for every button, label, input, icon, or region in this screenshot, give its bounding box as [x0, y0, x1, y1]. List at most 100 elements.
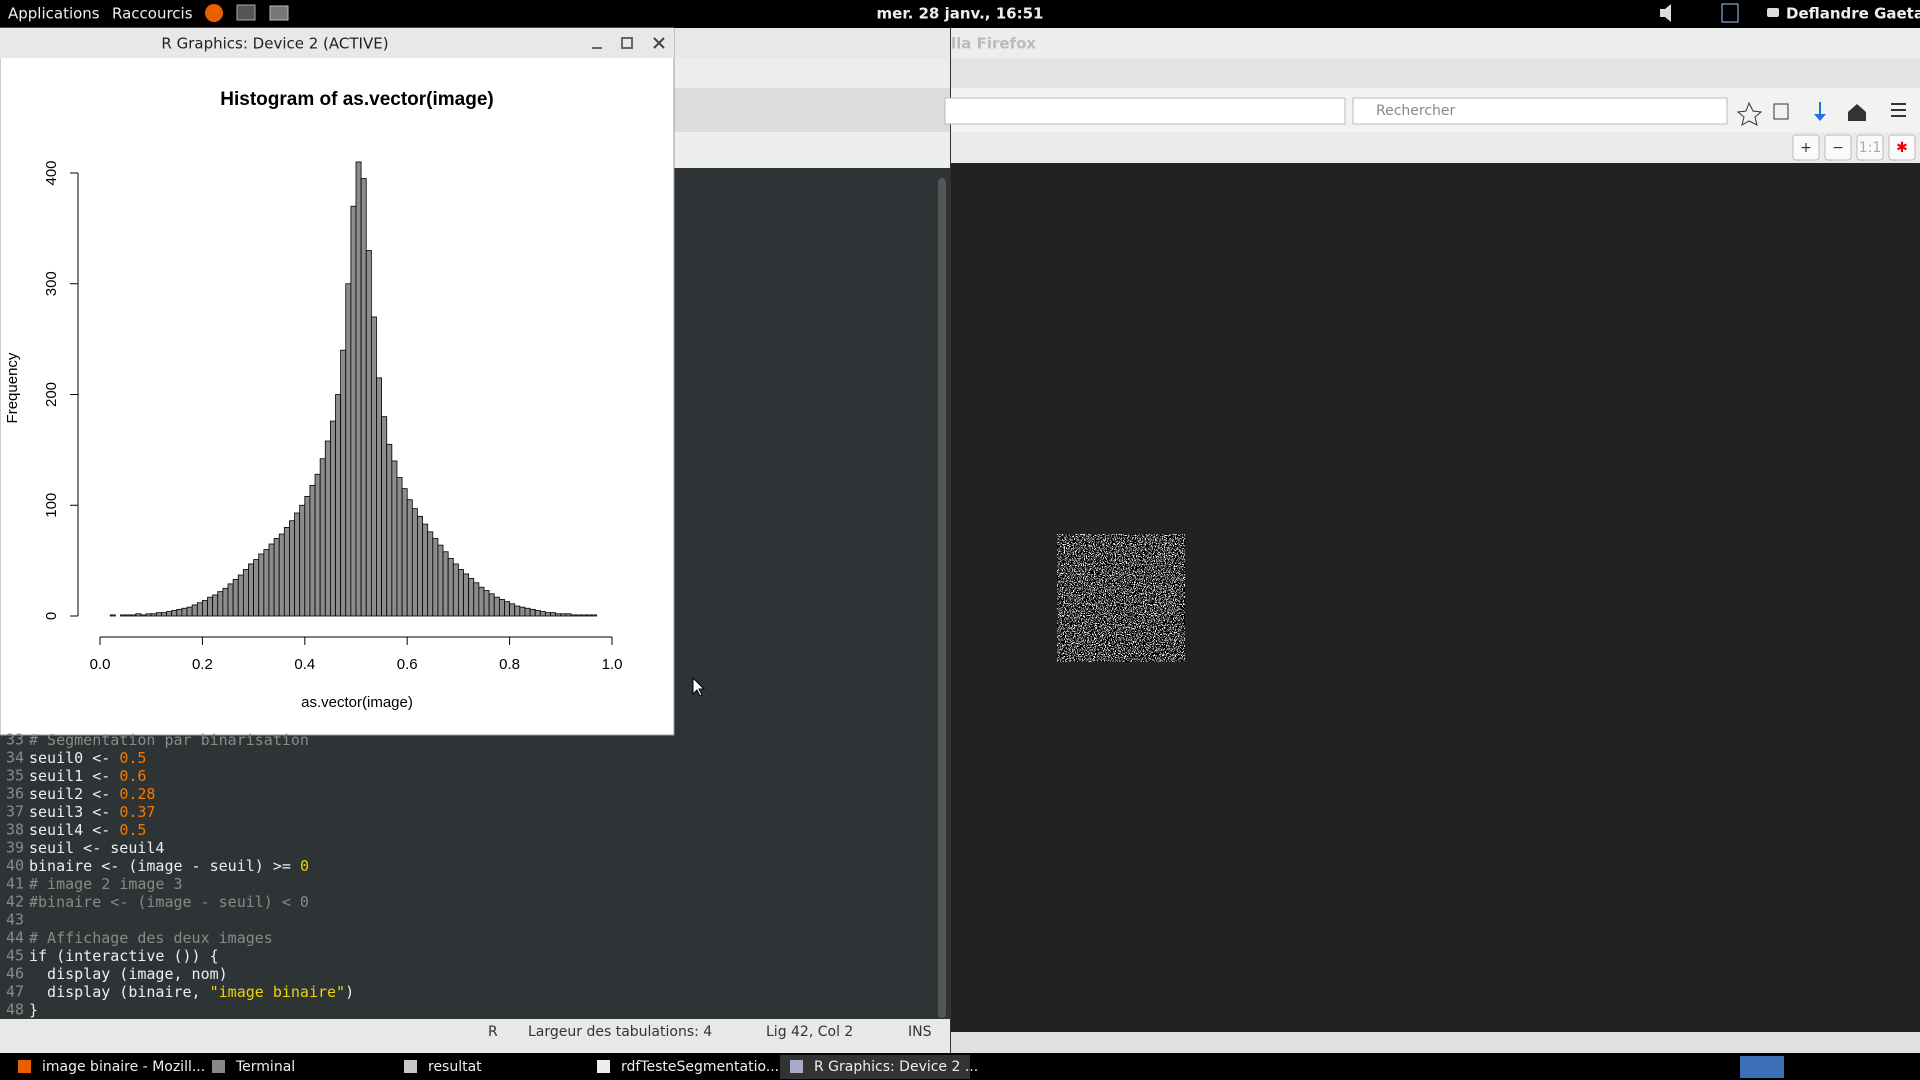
- bar: [222, 587, 229, 617]
- bar: [565, 613, 572, 617]
- url-bar[interactable]: [944, 97, 1346, 125]
- code-token: display (image, nom): [29, 965, 228, 983]
- workspace-switcher[interactable]: [1740, 1056, 1784, 1078]
- code-area: 33 # Segmentation par binarisation 34 seuil…: [6, 731, 354, 1019]
- line-number: 45: [6, 947, 24, 965]
- code-line: seuil4 <- 0.5: [29, 821, 146, 839]
- screenshot-icon[interactable]: [269, 5, 289, 21]
- indicator-icon[interactable]: [1721, 3, 1739, 23]
- firefox-icon[interactable]: [205, 4, 223, 22]
- code-token: }: [29, 1001, 38, 1019]
- bar: [155, 612, 162, 617]
- r-window-title: R Graphics: Device 2 (ACTIVE): [161, 35, 388, 53]
- line-number: 41: [6, 875, 24, 893]
- scrollbar[interactable]: [938, 178, 946, 1018]
- zoom-button-label[interactable]: +: [1800, 140, 1812, 156]
- mouse-cursor: [692, 676, 706, 697]
- bar: [314, 473, 321, 617]
- zoom-button-label[interactable]: −: [1832, 140, 1844, 156]
- menu[interactable]: Raccourcis: [112, 5, 193, 23]
- bar: [586, 614, 592, 617]
- code-line: # Affichage des deux images: [29, 929, 273, 947]
- bar: [529, 608, 536, 617]
- taskbar-icon[interactable]: [18, 1060, 31, 1073]
- search-placeholder[interactable]: Rechercher: [1376, 103, 1456, 119]
- user-menu[interactable]: Deflandre Gaetan: [1786, 5, 1920, 23]
- y-tick-label: 300: [43, 271, 60, 296]
- code-token: # Segmentation par binarisation: [29, 731, 309, 749]
- y-tick-label: 100: [43, 493, 60, 518]
- x-tick-label: 0.4: [294, 656, 315, 673]
- bar: [125, 614, 132, 617]
- library-button[interactable]: [1773, 103, 1789, 120]
- bar: [212, 594, 219, 617]
- bar: [207, 596, 214, 617]
- volume-icon[interactable]: [1660, 4, 1671, 22]
- code-token: display (binaire,: [29, 983, 210, 1001]
- bar: [201, 600, 208, 617]
- bar: [452, 563, 459, 617]
- status-language[interactable]: R: [488, 1024, 498, 1040]
- taskbar-icon[interactable]: [790, 1060, 803, 1073]
- taskbar-item[interactable]: resultat: [428, 1059, 482, 1075]
- bar: [365, 250, 372, 617]
- bar: [534, 610, 541, 617]
- taskbar-item[interactable]: rdfTesteSegmentatio...: [621, 1059, 779, 1075]
- code-line: }: [29, 1001, 38, 1019]
- menu[interactable]: Applications: [8, 5, 100, 23]
- bar: [560, 613, 567, 617]
- bar: [273, 538, 280, 617]
- line-number: 34: [6, 749, 24, 767]
- zoom-button[interactable]: [1888, 134, 1916, 161]
- close-button[interactable]: [653, 37, 665, 49]
- taskbar-item[interactable]: R Graphics: Device 2 ...: [814, 1059, 978, 1075]
- taskbar-item[interactable]: Terminal: [235, 1059, 295, 1075]
- code-token: 0.6: [119, 767, 146, 785]
- line-number: 33: [6, 731, 24, 749]
- bar: [232, 579, 239, 617]
- zoom-button[interactable]: [1824, 134, 1852, 161]
- bookmark-button[interactable]: [1736, 101, 1763, 127]
- menu-button[interactable]: [1891, 103, 1906, 117]
- zoom-button[interactable]: [1856, 134, 1884, 161]
- bar: [376, 377, 383, 617]
- bar: [483, 590, 490, 617]
- taskbar-icon[interactable]: [404, 1060, 417, 1073]
- bar: [253, 559, 260, 617]
- taskbar-icon[interactable]: [597, 1060, 610, 1073]
- bar: [437, 544, 444, 617]
- bar: [263, 549, 270, 617]
- code-token: 0.28: [119, 785, 155, 803]
- y-tick-label: 400: [43, 160, 60, 185]
- bar: [171, 610, 178, 617]
- zoom-button[interactable]: [1792, 134, 1820, 161]
- zoom-button-label[interactable]: 1:1: [1859, 140, 1882, 156]
- bar: [555, 613, 562, 617]
- zoom-button-label[interactable]: ✱: [1896, 140, 1908, 156]
- taskbar-item[interactable]: image binaire - Mozill...: [42, 1059, 205, 1075]
- x-tick-label: 1.0: [602, 656, 623, 673]
- bar: [242, 569, 249, 617]
- code-line: seuil0 <- 0.5: [29, 749, 146, 767]
- bar: [519, 606, 526, 617]
- line-number: 35: [6, 767, 24, 785]
- download-button[interactable]: [1814, 102, 1826, 121]
- status-tab-width[interactable]: Largeur des tabulations: 4: [528, 1024, 712, 1040]
- bar: [381, 416, 388, 617]
- status-position: Lig 42, Col 2: [766, 1024, 853, 1040]
- maximize-button[interactable]: [621, 37, 633, 49]
- taskbar-icon[interactable]: [212, 1060, 225, 1073]
- code-line: display (image, nom): [29, 965, 228, 983]
- home-button[interactable]: [1848, 104, 1866, 121]
- code-token: "image binaire": [210, 983, 345, 1001]
- terminal-icon[interactable]: [236, 4, 256, 21]
- code-token: 0: [300, 857, 309, 875]
- bar: [355, 161, 362, 617]
- search-box[interactable]: [1352, 97, 1728, 125]
- code-token: ): [345, 983, 354, 1001]
- bar: [386, 443, 393, 617]
- clock[interactable]: mer. 28 janv., 16:51: [877, 5, 1044, 23]
- chat-icon[interactable]: [1767, 8, 1779, 17]
- line-number: 44: [6, 929, 24, 947]
